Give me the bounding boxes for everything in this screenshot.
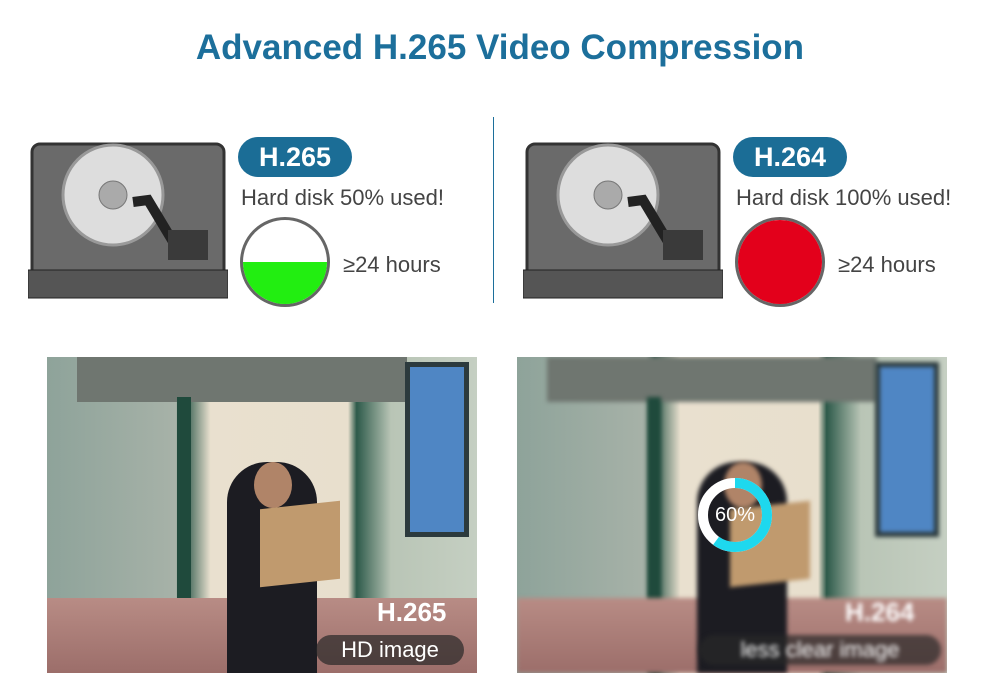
h265-panel: H.265 Hard disk 50% used! ≥24 hours	[0, 115, 495, 315]
disk-usage-gauge	[735, 217, 825, 307]
divider	[493, 117, 494, 303]
disk-usage-text: Hard disk 100% used!	[736, 185, 952, 210]
progress-arc	[698, 478, 772, 552]
codec-badge: H.265	[238, 137, 352, 177]
disk-usage-gauge	[240, 217, 330, 307]
progress-ring: 60%	[697, 477, 773, 553]
photo-codec-label: H.264	[845, 597, 915, 627]
page-title: Advanced H.265 Video Compression	[195, 28, 805, 67]
recording-duration: ≥24 hours	[838, 252, 936, 277]
h264-panel: H.264 Hard disk 100% used! ≥24 hours	[495, 115, 990, 315]
h264-sample-photo: 60% H.264 less clear image	[517, 357, 947, 673]
photo-caption: less clear image	[699, 635, 941, 665]
gauge-fill	[243, 262, 327, 304]
h265-sample-photo: H.265 HD image	[47, 357, 477, 673]
progress-label: 60%	[714, 504, 756, 526]
recording-duration: ≥24 hours	[343, 252, 441, 277]
hard-disk-icon	[523, 142, 723, 299]
codec-badge: H.264	[733, 137, 847, 177]
disk-usage-text: Hard disk 50% used!	[241, 185, 444, 210]
gauge-fill	[738, 220, 822, 304]
photo-caption: HD image	[316, 635, 464, 665]
photo-codec-label: H.265	[377, 597, 447, 627]
hard-disk-icon	[28, 142, 228, 299]
